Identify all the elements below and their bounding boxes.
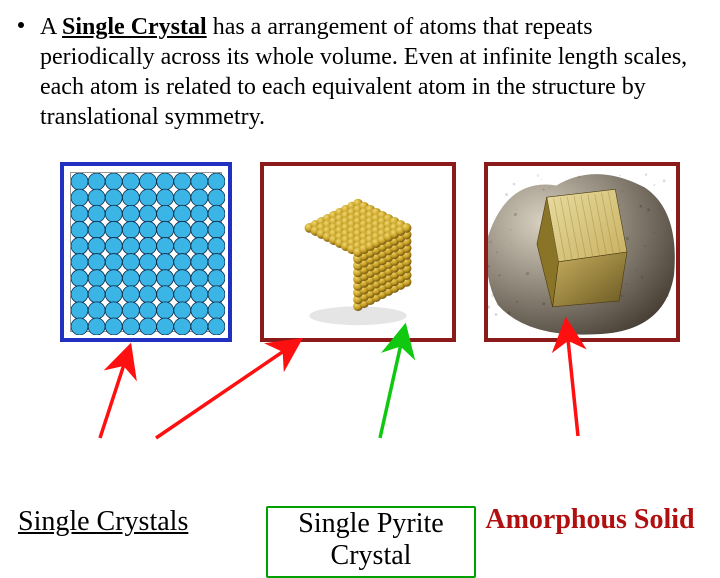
gold-cube bbox=[283, 177, 433, 327]
term: Single Crystal bbox=[62, 14, 207, 40]
image-box-1 bbox=[60, 162, 232, 342]
image-box-3 bbox=[484, 162, 680, 342]
images-row bbox=[60, 162, 680, 342]
text-before: A bbox=[40, 14, 62, 40]
label-amorphous: Amorphous Solid bbox=[480, 504, 700, 536]
bullet-dot bbox=[18, 22, 24, 28]
pyrite-photo bbox=[488, 166, 676, 338]
atom-grid bbox=[70, 172, 222, 332]
label-single-crystals: Single Crystals bbox=[18, 506, 188, 538]
bullet-body: A Single Crystal has a arrangement of at… bbox=[40, 12, 704, 132]
label-pyrite: Single Pyrite Crystal bbox=[266, 506, 476, 578]
bullet-paragraph: A Single Crystal has a arrangement of at… bbox=[18, 12, 704, 132]
image-box-2 bbox=[260, 162, 456, 342]
